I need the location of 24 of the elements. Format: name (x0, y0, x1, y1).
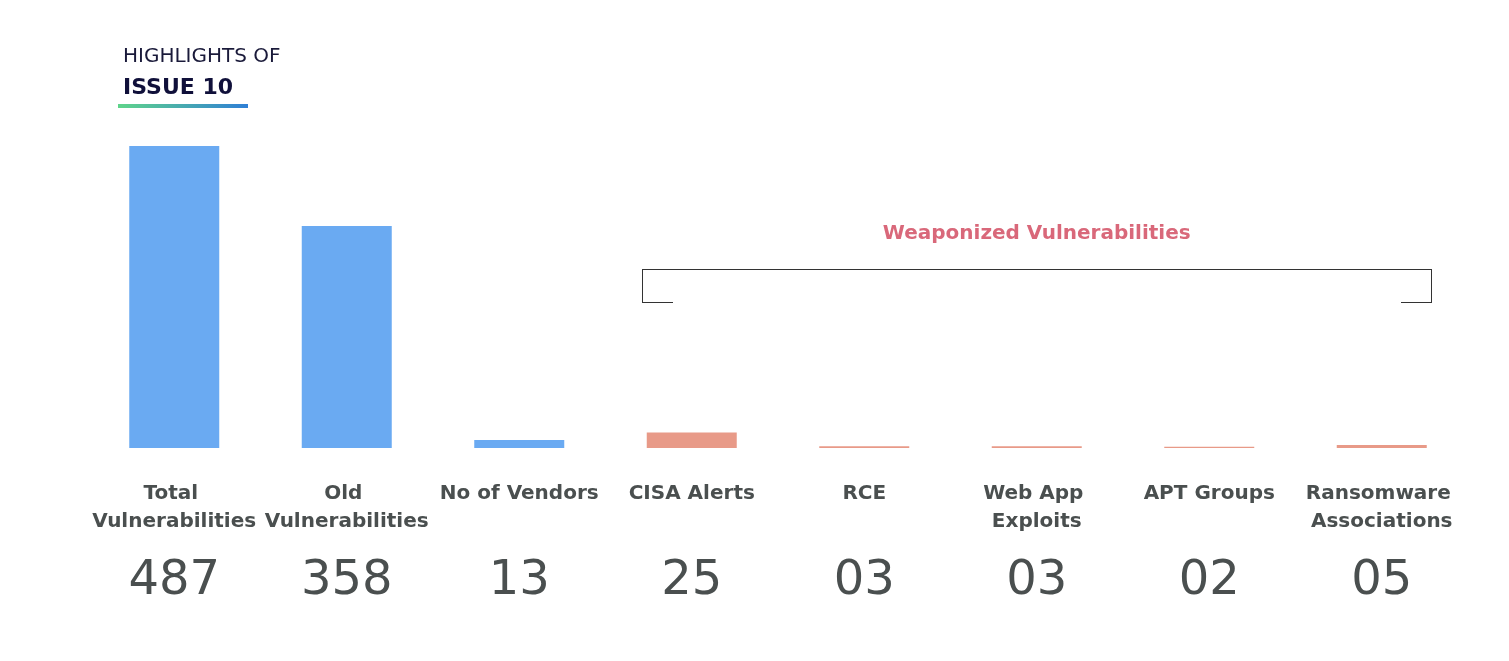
data-label: 25 (661, 549, 723, 605)
bar (129, 146, 220, 448)
x-tick-label: No of Vendors (439, 480, 599, 504)
bar (1336, 444, 1427, 448)
data-label: 03 (833, 549, 895, 605)
bar (301, 226, 392, 448)
x-tick-label: Total Vulnerabilities (92, 480, 257, 532)
data-label: 358 (300, 549, 393, 605)
x-tick-label: Old Vulnerabilities (264, 480, 429, 532)
annotation: Weaponized Vulnerabilities (881, 220, 1192, 244)
x-tick-label: APT Groups (1143, 480, 1275, 504)
data-label: 02 (1178, 549, 1240, 605)
x-tick-label: Ransomware Associations (1305, 480, 1458, 532)
chart-title: HIGHLIGHTS OF (123, 43, 281, 67)
data-label: 13 (488, 549, 550, 605)
x-tick-label: RCE (842, 480, 887, 504)
x-tick-label: Web App Exploits (983, 480, 1091, 532)
bar (474, 439, 565, 448)
data-label: 05 (1351, 549, 1413, 605)
bar (646, 432, 737, 448)
x-tick-label: CISA Alerts (628, 480, 755, 504)
chart-subtitle: ISSUE 10 (123, 73, 234, 99)
data-label: 03 (1006, 549, 1068, 605)
data-label: 487 (128, 549, 221, 605)
